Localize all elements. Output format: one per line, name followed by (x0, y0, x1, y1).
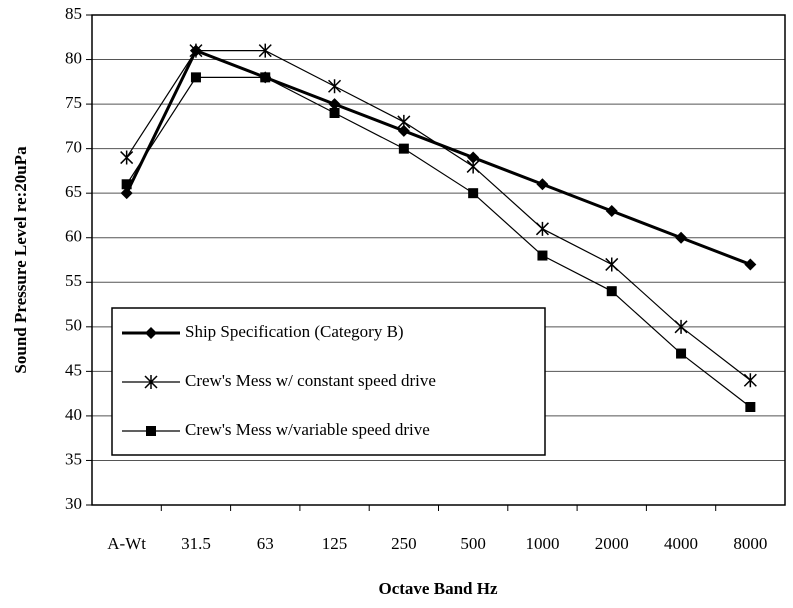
marker (146, 426, 156, 436)
marker (676, 348, 687, 359)
marker (606, 286, 617, 297)
y-tick-label: 40 (65, 405, 82, 424)
marker (398, 143, 409, 154)
x-tick-label: 500 (460, 534, 486, 553)
x-tick-label: 8000 (733, 534, 767, 553)
marker (535, 221, 549, 236)
y-tick-label: 60 (65, 227, 82, 246)
marker (397, 124, 410, 137)
x-tick-label: A-Wt (107, 534, 146, 553)
marker (144, 375, 158, 389)
marker (743, 373, 757, 388)
marker (467, 151, 480, 164)
marker (536, 178, 549, 191)
marker (120, 187, 133, 200)
y-tick-label: 85 (65, 4, 82, 23)
marker (328, 98, 341, 111)
marker (397, 114, 411, 129)
y-tick-label: 30 (65, 494, 82, 513)
marker (605, 257, 619, 272)
marker (744, 258, 757, 271)
x-tick-label: 31.5 (181, 534, 211, 553)
y-tick-label: 80 (65, 48, 82, 67)
x-tick-label: 4000 (664, 534, 698, 553)
marker (675, 231, 688, 244)
marker (260, 72, 271, 83)
marker (145, 327, 157, 339)
y-tick-label: 50 (65, 316, 82, 335)
marker (537, 250, 548, 261)
y-tick-label: 35 (65, 449, 82, 468)
legend-label: Crew's Mess w/ constant speed drive (185, 371, 436, 390)
marker (190, 72, 201, 83)
y-tick-label: 75 (65, 93, 82, 112)
series-line (126, 76, 751, 408)
y-tick-label: 70 (65, 138, 82, 157)
marker (189, 43, 203, 58)
series-line (126, 50, 751, 381)
marker (605, 205, 618, 217)
legend-label: Ship Specification (Category B) (185, 322, 404, 341)
y-tick-label: 65 (65, 182, 82, 201)
marker (258, 43, 272, 58)
legend-label: Crew's Mess w/variable speed drive (185, 420, 430, 439)
marker (120, 150, 134, 165)
x-tick-label: 250 (391, 534, 417, 553)
y-axis-label: Sound Pressure Level re:20uPa (11, 146, 30, 374)
marker (121, 179, 132, 190)
marker (674, 319, 688, 334)
x-tick-label: 1000 (525, 534, 559, 553)
marker (328, 79, 342, 94)
x-tick-label: 2000 (595, 534, 629, 553)
y-tick-label: 45 (65, 360, 82, 379)
marker (468, 188, 479, 199)
x-axis-label: Octave Band Hz (379, 579, 498, 598)
legend-box (111, 307, 546, 456)
y-tick-label: 55 (65, 271, 82, 290)
marker (329, 108, 340, 118)
x-tick-label: 63 (257, 534, 274, 553)
marker (466, 159, 480, 174)
x-tick-label: 125 (322, 534, 348, 553)
marker (745, 402, 756, 412)
series-line (125, 48, 751, 266)
